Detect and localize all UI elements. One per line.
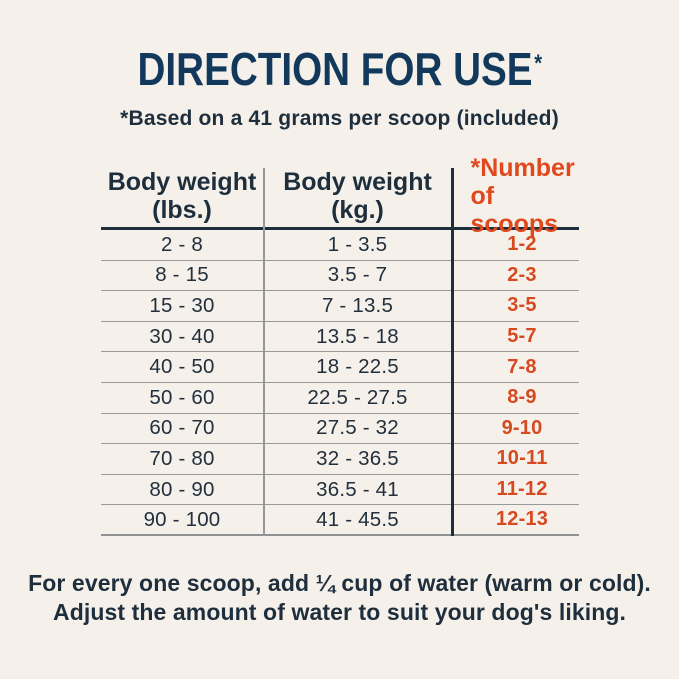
column-header-scoops-line1: *Number [470, 153, 575, 182]
cell-number-of-scoops: 7-8 [507, 355, 537, 378]
table-row: 60 - 70 27.5 - 32 9-10 [100, 414, 579, 445]
cell-body-weight-kg: 27.5 - 32 [316, 416, 399, 440]
table-row: 15 - 30 7 - 13.5 3-5 [100, 291, 579, 322]
cell-number-of-scoops: 12-13 [495, 508, 549, 531]
cell-body-weight-lbs: 60 - 70 [149, 416, 215, 440]
footer-line2: Adjust the amount of water to suit your … [52, 599, 626, 626]
cell-body-weight-kg: 22.5 - 27.5 [307, 385, 408, 409]
column-header-scoops: *Number of scoops [452, 154, 579, 238]
cell-number-of-scoops: 10-11 [496, 447, 548, 470]
column-header-scoops-line2: of scoops [470, 181, 559, 238]
footer-line1: For every one scoop, add ¼ cup of water … [28, 569, 651, 596]
cell-body-weight-kg: 7 - 13.5 [321, 293, 394, 317]
cell-body-weight-kg: 1 - 3.5 [327, 232, 388, 256]
table-body: 2 - 8 1 - 3.5 1-2 8 - 15 3.5 - 7 2-3 15 … [100, 230, 579, 536]
column-divider-gray [262, 168, 265, 536]
page-title: DIRECTION FOR USE* [137, 46, 542, 92]
cell-body-weight-lbs: 30 - 40 [149, 324, 215, 348]
table-row: 70 - 80 32 - 36.5 10-11 [100, 444, 579, 475]
feeding-table: Body weight (lbs.) Body weight (kg.) *Nu… [100, 154, 579, 536]
cell-number-of-scoops: 5-7 [507, 325, 537, 348]
cell-number-of-scoops: 1-2 [507, 233, 537, 256]
table-row: 8 - 15 3.5 - 7 2-3 [100, 261, 579, 292]
cell-body-weight-lbs: 15 - 30 [149, 293, 215, 317]
cell-number-of-scoops: 2-3 [507, 263, 537, 286]
cell-body-weight-lbs: 80 - 90 [149, 477, 215, 501]
cell-body-weight-lbs: 40 - 50 [149, 355, 215, 379]
cell-body-weight-kg: 41 - 45.5 [316, 507, 399, 531]
table-row: 2 - 8 1 - 3.5 1-2 [100, 230, 579, 261]
cell-body-weight-kg: 32 - 36.5 [316, 446, 399, 470]
cell-body-weight-kg: 3.5 - 7 [327, 263, 388, 287]
cell-number-of-scoops: 8-9 [507, 386, 537, 409]
column-header-kg: Body weight (kg.) [264, 168, 452, 227]
column-header-lbs: Body weight (lbs.) [101, 168, 264, 227]
column-header-kg-line2: (kg.) [331, 195, 384, 224]
cell-number-of-scoops: 3-5 [507, 294, 537, 317]
cell-body-weight-lbs: 70 - 80 [149, 446, 215, 470]
footer-note: For every one scoop, add ¼ cup of water … [28, 569, 651, 628]
column-header-lbs-line2: (lbs.) [152, 195, 212, 224]
page-title-text: DIRECTION FOR USE [137, 43, 533, 95]
cell-body-weight-lbs: 2 - 8 [160, 232, 204, 256]
cell-body-weight-kg: 36.5 - 41 [316, 477, 399, 501]
table-row: 80 - 90 36.5 - 41 11-12 [100, 475, 579, 506]
table-row: 90 - 100 41 - 45.5 12-13 [100, 505, 579, 536]
column-header-kg-line1: Body weight [283, 167, 432, 196]
table-row: 30 - 40 13.5 - 18 5-7 [100, 322, 579, 353]
cell-body-weight-lbs: 8 - 15 [155, 263, 209, 287]
table-row: 40 - 50 18 - 22.5 7-8 [100, 352, 579, 383]
cell-body-weight-lbs: 50 - 60 [149, 385, 215, 409]
cell-body-weight-kg: 18 - 22.5 [316, 355, 399, 379]
column-divider-navy [450, 168, 454, 536]
column-header-lbs-line1: Body weight [107, 167, 257, 196]
cell-body-weight-lbs: 90 - 100 [143, 507, 221, 531]
table-header-row: Body weight (lbs.) Body weight (kg.) *Nu… [100, 154, 579, 238]
title-asterisk: * [533, 50, 542, 77]
table-row: 50 - 60 22.5 - 27.5 8-9 [100, 383, 579, 414]
cell-number-of-scoops: 9-10 [501, 416, 543, 439]
subtitle: *Based on a 41 grams per scoop (included… [120, 107, 559, 130]
cell-number-of-scoops: 11-12 [496, 478, 548, 501]
cell-body-weight-kg: 13.5 - 18 [316, 324, 399, 348]
